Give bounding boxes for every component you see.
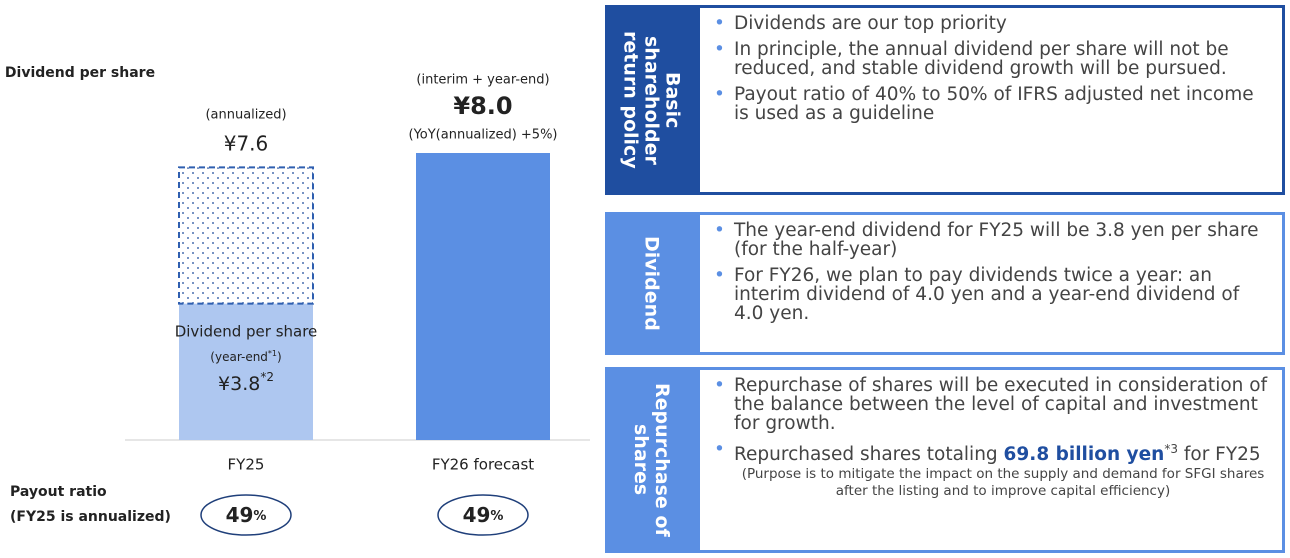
panel: Dividend The year-end dividend for FY25 w… [605, 212, 1285, 355]
annotation: (interim + year-end) [416, 73, 549, 88]
payout-unit: % [253, 509, 266, 524]
heading-line: return policy [619, 31, 642, 169]
payout-value: 49% [226, 503, 267, 527]
value-label: ¥3.8*2 [218, 370, 274, 395]
value-label: ¥3.8 [218, 373, 260, 395]
panel-heading-text: Repurchase of shares [630, 383, 673, 537]
annotation: (annualized) [205, 108, 286, 123]
bullet: Repurchased shares totaling 69.8 billion… [708, 440, 1272, 500]
payout-value: 49 [226, 503, 254, 527]
annotation: *2 [260, 370, 274, 384]
bullet: In principle, the annual dividend per sh… [708, 40, 1272, 78]
x-tick-label: FY26 forecast [432, 456, 534, 474]
panel-heading: Dividend [605, 212, 697, 355]
payout-value: 49% [463, 503, 504, 527]
payout-circle [437, 494, 529, 536]
panel-heading-text: Basic shareholder return policy [619, 31, 684, 169]
annotation: ) [277, 350, 282, 364]
value-label: ¥8.0 [453, 92, 512, 120]
bar [178, 166, 314, 305]
bullet: Payout ratio of 40% to 50% of IFRS adjus… [708, 85, 1272, 123]
bullet-text: Repurchased shares totaling [734, 444, 1004, 466]
bullet-text: Payout ratio of 40% to 50% of IFRS adjus… [734, 84, 1254, 124]
annotation: ¥7.6 [224, 132, 269, 156]
x-tick-label: FY25 [228, 456, 265, 474]
heading-line: Basic [661, 71, 684, 129]
bar [179, 303, 313, 440]
heading-line: shareholder [640, 35, 663, 165]
bullet-list: The year-end dividend for FY25 will be 3… [708, 221, 1272, 323]
payout-subtitle: (FY25 is annualized) [10, 509, 171, 525]
bullet-note-ref: *3 [1164, 442, 1178, 456]
heading-line: Dividend [640, 236, 663, 331]
annotation: (year-end [210, 350, 268, 364]
panel-body: Repurchase of shares will be executed in… [697, 367, 1285, 553]
bullet-text: Dividends are our top priority [734, 13, 1007, 34]
bullet: For FY26, we plan to pay dividends twice… [708, 266, 1272, 323]
bullet-text: The year-end dividend for FY25 will be 3… [734, 220, 1259, 260]
payout-title: Payout ratio [10, 484, 107, 500]
bullet-text: for FY25 [1177, 444, 1261, 466]
bullet-list: Dividends are our top priority In princip… [708, 14, 1272, 123]
annotation: Dividend per share [175, 323, 318, 341]
heading-line: Repurchase of [651, 383, 673, 537]
bullet-list: Repurchase of shares will be executed in… [708, 376, 1272, 500]
bullet-note: (Purpose is to mitigate the impact on th… [741, 466, 1265, 500]
panel-body: Dividends are our top priority In princip… [697, 5, 1285, 195]
bullet-text: For FY26, we plan to pay dividends twice… [734, 265, 1240, 324]
payout-value: 49 [463, 503, 491, 527]
bullet-text: In principle, the annual dividend per sh… [734, 39, 1229, 79]
bullet-bold: 69.8 billion yen [1003, 444, 1165, 466]
bullet: Dividends are our top priority [708, 14, 1272, 33]
bullet-text: Repurchase of shares will be executed in… [734, 375, 1268, 434]
heading-line: shares [630, 424, 652, 496]
payout-unit: % [490, 509, 503, 524]
panel-body: The year-end dividend for FY25 will be 3… [697, 212, 1285, 355]
bullet: The year-end dividend for FY25 will be 3… [708, 221, 1272, 259]
bullet: Repurchase of shares will be executed in… [708, 376, 1272, 433]
y-label: Dividend per share [5, 65, 155, 81]
panel-heading: Repurchase of shares [605, 367, 697, 553]
annotation: (year-end*1) [210, 349, 281, 364]
panel-heading-text: Dividend [640, 236, 663, 331]
payout-circle [200, 494, 292, 536]
annotation: (YoY(annualized) +5%) [409, 128, 558, 143]
chart: Dividend per share (annualized) ¥7.6 Div… [5, 65, 590, 536]
annotation: *1 [268, 349, 277, 358]
panel-heading: Basic shareholder return policy [605, 5, 697, 195]
bar [416, 153, 550, 440]
